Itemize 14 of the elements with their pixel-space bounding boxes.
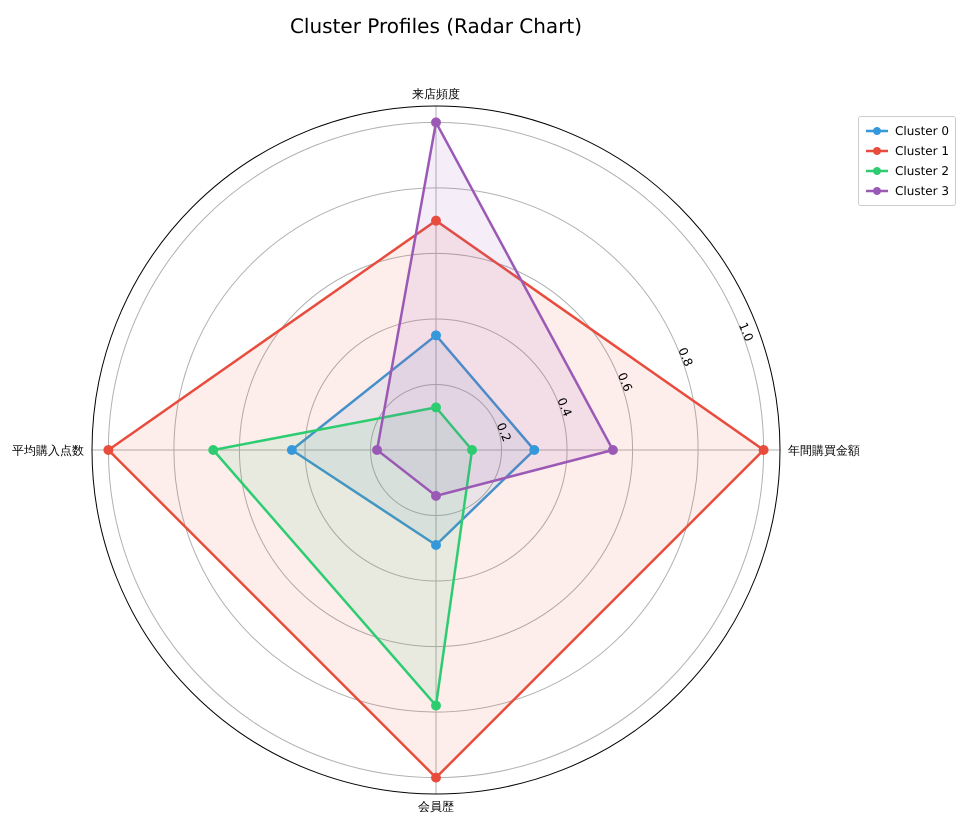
- spoke-label: 平均購入点数: [12, 443, 84, 458]
- spoke-label: 会員歴: [418, 800, 454, 814]
- y-tick-label: 0.6: [614, 370, 636, 394]
- y-tick-label: 0.4: [554, 396, 575, 419]
- legend-label: Cluster 2: [895, 164, 950, 178]
- spoke-label: 年間購買金額: [788, 443, 860, 458]
- y-tick-label: 0.8: [675, 345, 696, 368]
- legend-label: Cluster 1: [895, 144, 950, 158]
- chart-title: Cluster Profiles (Radar Chart): [288, 14, 584, 38]
- spoke-label: 来店頻度: [412, 87, 460, 101]
- y-tick-label: 0.2: [494, 420, 514, 444]
- legend-label: Cluster 3: [895, 184, 950, 198]
- y-tick-label: 1.0: [736, 320, 756, 344]
- legend-label: Cluster 0: [895, 124, 950, 138]
